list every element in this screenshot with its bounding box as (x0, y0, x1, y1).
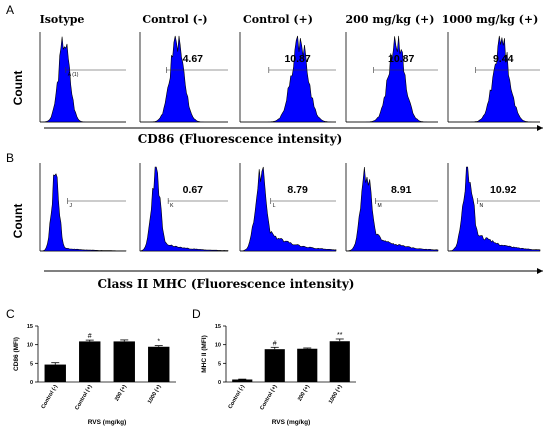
histogram-fill (239, 166, 337, 252)
mfi-value-label: 10.87 (284, 53, 310, 65)
significance-marker: # (88, 333, 92, 340)
row-b-count-label: Count (11, 204, 25, 239)
gate-label: M (377, 203, 381, 209)
row-a-count-label: Count (11, 71, 25, 106)
column-header-isotype: Isotype (40, 13, 85, 26)
bar (113, 341, 135, 382)
bar (264, 349, 285, 382)
gate-label: L (273, 203, 276, 209)
bar-x-axis-title: RVS (mg/kg) (88, 419, 127, 426)
histogram-fill (346, 35, 438, 123)
bar-y-axis-title: CD86 (MFI) (13, 337, 20, 371)
y-tick-label: 15 (215, 324, 221, 330)
cd86-histogram-4: 10.87 (345, 32, 438, 123)
mfi-value-label: 0.67 (183, 184, 204, 196)
histogram-fill (448, 35, 540, 123)
mhc-histogram-5: N 10.92 (447, 163, 541, 252)
bar (44, 364, 66, 382)
mhc-histogram-3: L 8.79 (239, 163, 337, 252)
bar (329, 341, 350, 382)
mfi-value-label: 4.67 (183, 53, 204, 65)
category-label: Control (+) (259, 384, 278, 411)
cd86-histogram-1: A (1) (39, 32, 126, 123)
category-label: 1000 (+) (328, 384, 344, 405)
mfi-value-label: 10.87 (388, 53, 414, 65)
mfi-value-label: 8.91 (391, 184, 412, 196)
histogram-fill (345, 166, 439, 252)
panel-label-a: A (6, 3, 14, 17)
histogram-fill (447, 166, 541, 252)
bar (79, 341, 101, 382)
mhc-bar-chart: 0 5 10 15 MHC II (MFI) Control (-) # Control (+… (201, 324, 356, 426)
significance-marker: ** (337, 332, 343, 339)
significance-marker: * (157, 339, 160, 346)
y-tick-label: 5 (30, 361, 33, 367)
y-tick-label: 0 (218, 380, 221, 386)
y-tick-label: 0 (30, 380, 33, 386)
category-label: 1000 (+) (147, 384, 163, 405)
cd86-histogram-3: 10.87 (239, 32, 336, 123)
panel-label-d: D (192, 307, 201, 321)
histogram-fill (40, 173, 127, 252)
gate-label: J (70, 203, 73, 209)
category-label: Control (+) (74, 384, 93, 411)
row-a-x-label: CD86 (Fluorescence intensity) (138, 132, 343, 146)
mhc-histogram-4: M 8.91 (345, 163, 439, 252)
gate-label: A (1) (68, 72, 79, 78)
y-tick-label: 15 (27, 324, 33, 330)
cd86-bar-chart: 0 5 10 15 CD86 (MFI) Control (-) # Control (+) 2… (13, 324, 176, 426)
panel-label-b: B (6, 151, 14, 165)
histogram-fill (140, 35, 228, 123)
mfi-value-label: 10.92 (490, 184, 516, 196)
gate-label: K (170, 203, 174, 209)
category-label: 200 (+) (114, 384, 128, 402)
column-header-control-neg: Control (-) (142, 13, 207, 26)
significance-marker: # (273, 340, 277, 347)
row-b-x-label: Class II MHC (Fluorescence intensity) (97, 277, 354, 291)
panel-label-c: C (6, 307, 15, 321)
cd86-histogram-2: 4.67 (139, 32, 228, 123)
category-label: Control (-) (40, 384, 59, 410)
column-header-control-pos: Control (+) (243, 13, 313, 26)
bar (148, 346, 170, 382)
bar-y-axis-title: MHC II (MFI) (201, 335, 208, 373)
y-tick-label: 10 (27, 343, 33, 349)
histogram-fill (240, 35, 336, 123)
y-tick-label: 10 (215, 343, 221, 349)
column-header-200: 200 mg/kg (+) (346, 13, 435, 26)
bar (232, 379, 253, 382)
y-tick-label: 5 (218, 361, 221, 367)
column-header-1000: 1000 mg/kg (+) (442, 13, 539, 26)
cd86-histogram-5: 9.44 (447, 32, 540, 123)
bar-x-axis-title: RVS (mg/kg) (272, 419, 311, 426)
histogram-fill (40, 36, 126, 123)
bar (297, 348, 318, 382)
histogram-fill (139, 166, 229, 252)
category-label: Control (-) (227, 384, 246, 410)
mhc-histogram-1: J (39, 163, 127, 252)
gate-label: N (479, 203, 483, 209)
mfi-value-label: 8.79 (287, 184, 308, 196)
category-label: 200 (+) (297, 384, 311, 402)
mhc-histogram-2: K 0.67 (139, 163, 229, 252)
mfi-value-label: 9.44 (493, 53, 514, 65)
